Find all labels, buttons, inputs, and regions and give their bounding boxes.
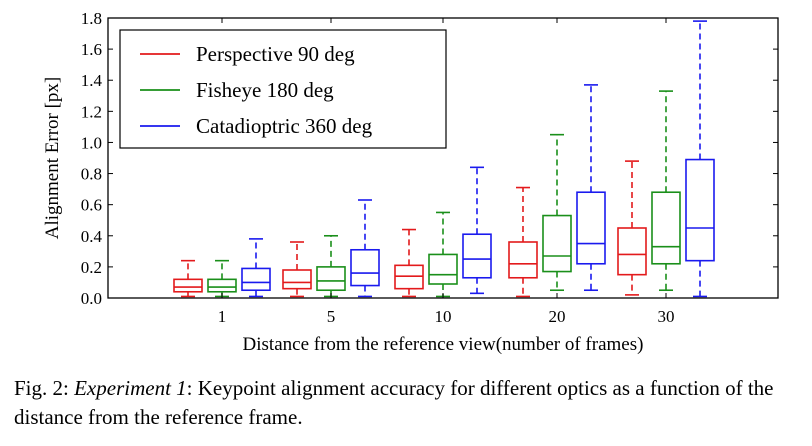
y-tick-label: 1.6 <box>81 40 102 59</box>
box-1-1 <box>316 234 346 298</box>
box-iqr <box>316 266 346 292</box>
box-1-0 <box>207 259 237 298</box>
box-1-3 <box>542 133 572 292</box>
box-2-0 <box>241 238 271 298</box>
y-tick-label: 1.8 <box>81 9 102 28</box>
legend-entry-label: Perspective 90 deg <box>196 42 355 66</box>
legend-frame <box>119 29 447 149</box>
box-iqr <box>350 248 380 287</box>
y-axis-label: Alignment Error [px] <box>42 77 63 240</box>
box-0-0 <box>173 259 203 298</box>
legend-entry-label: Catadioptric 360 deg <box>196 114 373 138</box>
caption-text: : Keypoint alignment accuracy for differ… <box>14 376 774 429</box>
legend-entry-label: Fisheye 180 deg <box>196 78 334 102</box>
y-tick-label: 0.8 <box>81 165 102 184</box>
y-tick-label: 0.6 <box>81 196 102 215</box>
caption-label: Fig. 2: <box>14 376 75 400</box>
box-iqr <box>542 214 572 273</box>
x-tick-label: 10 <box>435 307 452 326</box>
box-iqr <box>282 269 312 290</box>
y-tick-label: 0.2 <box>81 258 102 277</box>
y-tick-label: 1.0 <box>81 133 102 152</box>
box-2-4 <box>685 20 715 298</box>
box-iqr <box>685 158 715 262</box>
box-iqr <box>462 233 492 279</box>
box-0-2 <box>394 228 424 298</box>
x-tick-label: 5 <box>327 307 336 326</box>
box-2-2 <box>462 166 492 295</box>
box-iqr <box>241 267 271 292</box>
box-iqr <box>207 278 237 293</box>
box-iqr <box>173 278 203 293</box>
figure-caption: Fig. 2: Experiment 1: Keypoint alignment… <box>14 374 806 432</box>
box-1-2 <box>428 211 458 298</box>
box-1-4 <box>651 90 681 292</box>
y-tick-label: 1.2 <box>81 102 102 121</box>
box-0-1 <box>282 241 312 298</box>
box-iqr <box>617 227 647 276</box>
box-2-1 <box>350 199 380 298</box>
box-0-4 <box>617 160 647 296</box>
y-tick-label: 1.4 <box>81 71 103 90</box>
box-iqr <box>428 253 458 285</box>
caption-emphasis: Experiment 1 <box>74 376 187 400</box>
y-tick-label: 0.4 <box>81 227 103 246</box>
x-tick-label: 1 <box>218 307 227 326</box>
axis-layer: 0.0 0.2 0.4 0.6 0.8 1.0 1.2 1.4 1.6 1.8 1 5 10 20 30 <box>81 9 778 326</box>
box-iqr <box>651 191 681 265</box>
box-iqr <box>508 241 538 279</box>
x-axis-label: Distance from the reference view(number … <box>243 334 644 355</box>
x-tick-label: 20 <box>549 307 566 326</box>
box-2-3 <box>576 84 606 292</box>
plot-layer <box>173 20 715 298</box>
box-plot-chart: 0.0 0.2 0.4 0.6 0.8 1.0 1.2 1.4 1.6 1.8 1 5 10 20 30 D… <box>42 9 779 355</box>
x-tick-label: 30 <box>658 307 675 326</box>
legend: Perspective 90 deg Fisheye 180 deg Catadio… <box>119 29 447 149</box>
box-0-3 <box>508 186 538 298</box>
y-tick-label: 0.0 <box>81 289 102 308</box>
box-iqr <box>576 191 606 265</box>
